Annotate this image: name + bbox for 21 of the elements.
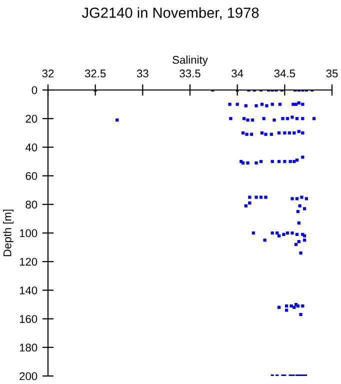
- x-tick-label: 33.5: [180, 70, 200, 78]
- y-axis-title: Depth [m]: [3, 210, 14, 256]
- y-tick-label: 140: [20, 286, 38, 294]
- y-tick-label: 200: [20, 372, 38, 380]
- y-tick-label: 160: [20, 315, 38, 323]
- y-tick-label: 120: [20, 258, 38, 266]
- x-tick-label: 32.5: [84, 70, 106, 78]
- y-tick-label: 100: [20, 229, 38, 238]
- x-tick-label: 35: [326, 70, 338, 78]
- x-axis-title: Salinity: [172, 56, 208, 66]
- x-tick-label: 32: [42, 70, 54, 78]
- y-tick-label: 180: [20, 344, 38, 352]
- y-tick-label: 40: [25, 143, 38, 152]
- x-tick-label: 34: [232, 70, 244, 78]
- y-tick-label: 20: [26, 114, 38, 123]
- x-tick-label: 33: [136, 70, 148, 78]
- chart-title: JG2140 in November, 1978: [82, 7, 259, 20]
- y-tick-label: 0: [32, 86, 38, 94]
- y-tick-label: 80: [26, 200, 38, 209]
- y-tick-label: 60: [26, 172, 38, 180]
- x-tick-label: 34.5: [274, 70, 296, 78]
